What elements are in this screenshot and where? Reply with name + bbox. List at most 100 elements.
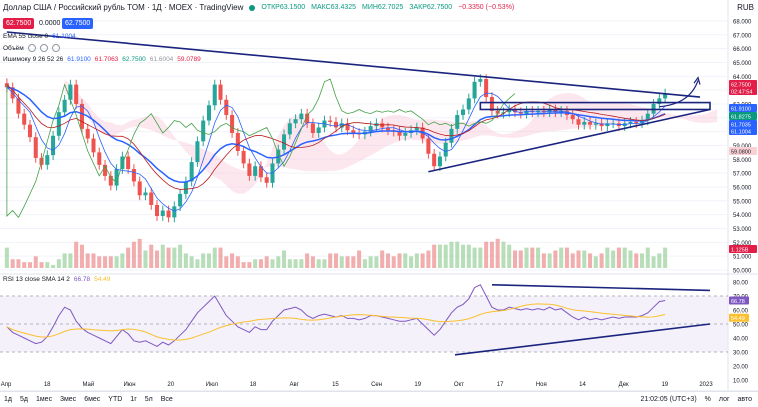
timeframe-6мес[interactable]: 6мес (84, 396, 101, 403)
candle-body (154, 204, 160, 217)
x-tick-label: Апр (1, 382, 12, 388)
timeframe-5л[interactable]: 5л (144, 396, 153, 403)
candle-body (570, 115, 575, 120)
volume-bar (160, 244, 165, 268)
volume-bar (374, 256, 379, 268)
volume-bar (414, 253, 419, 268)
ema-legend[interactable]: EMA 55 close 0 61.1004 (3, 33, 76, 40)
volume-bar (282, 250, 287, 268)
arrow-head-icon (693, 76, 701, 85)
candle-body (114, 168, 119, 186)
candle (91, 133, 96, 158)
volume-bar (368, 256, 373, 268)
candle (131, 164, 136, 187)
volume-bar (322, 259, 327, 268)
volume-bar (120, 253, 125, 268)
volume-bar (333, 253, 339, 268)
volume-legend[interactable]: Объём (3, 44, 60, 52)
candle (559, 106, 564, 118)
volume-bar (663, 247, 668, 268)
candle-body (368, 126, 373, 132)
x-tick-label: Май (82, 381, 94, 388)
ask-price-box[interactable]: 62.7500 (62, 18, 94, 29)
volume-bar (230, 253, 235, 268)
percent-toggle[interactable]: % (704, 396, 711, 403)
candle-body (639, 120, 645, 124)
volume-bar (461, 244, 466, 268)
rsi-tick-label: 50.00 (733, 323, 749, 329)
y-tick-label: 64.000 (733, 75, 752, 81)
volume-bar (143, 250, 148, 268)
volume-bar (276, 256, 281, 268)
volume-bar (403, 253, 408, 268)
volume-bar (293, 259, 298, 268)
y-tick-label: 58.000 (733, 158, 752, 164)
timeframe-5д[interactable]: 5д (19, 396, 28, 403)
candle (27, 119, 33, 142)
candle-body (201, 120, 206, 142)
rsi-tick-label: 60.00 (733, 309, 749, 315)
settings-icon[interactable] (39, 44, 48, 52)
clock[interactable]: 21:02:05 (UTC+3) (640, 396, 697, 403)
ichimoku-base-line (6, 84, 666, 190)
volume-bar (512, 250, 518, 268)
candle (172, 201, 177, 223)
timeframe-YTD[interactable]: YTD (108, 396, 123, 403)
candle-body (45, 155, 50, 165)
rsi-legend[interactable]: RSI 13 close SMA 14 2 66.78 54.49 (3, 276, 110, 283)
volume-bar (657, 253, 662, 268)
timeframe-1мес[interactable]: 1мес (35, 396, 53, 403)
timeframe-1д[interactable]: 1д (4, 396, 12, 403)
candle (253, 161, 258, 181)
volume-bar (85, 253, 90, 268)
candle-body (56, 112, 61, 136)
close-icon[interactable] (51, 44, 60, 52)
bid-price-box[interactable]: 62.7500 (3, 18, 35, 29)
chart-header: Доллар США / Российский рубль TOM · 1Д ·… (3, 3, 514, 12)
price-label-bg (729, 80, 757, 88)
log-toggle[interactable]: лог (718, 396, 730, 403)
candle (663, 88, 668, 104)
eye-icon[interactable] (27, 44, 36, 52)
candle-body (108, 175, 113, 186)
x-tick-label: Ноя (536, 382, 547, 388)
candle-body (541, 110, 546, 113)
timeframe-1г[interactable]: 1г (130, 396, 137, 403)
candle-body (160, 210, 165, 217)
volume-bar (518, 250, 523, 268)
candle-body (559, 110, 564, 113)
candle (264, 172, 269, 188)
candle (160, 205, 165, 221)
auto-toggle[interactable]: авто (737, 396, 752, 403)
candle-body (27, 124, 33, 138)
candle (299, 108, 304, 125)
ichimoku-span-a: 61.6004 (149, 56, 174, 63)
candle-body (536, 110, 541, 113)
candle-body (507, 109, 512, 113)
candle-body (576, 119, 581, 125)
x-tick-label: 19 (661, 382, 668, 388)
timeframe-3мес[interactable]: 3мес (60, 396, 77, 403)
rsi-tick-label: 10.00 (733, 379, 749, 385)
candle-body (282, 134, 287, 150)
volume-bar (235, 256, 240, 268)
candle (241, 146, 246, 169)
volume-bar (588, 253, 593, 268)
symbol-title[interactable]: Доллар США / Российский рубль TOM · 1Д ·… (3, 3, 244, 12)
y-tick-label: 52.000 (733, 241, 752, 247)
volume-bar (645, 247, 650, 268)
volume-bar (166, 247, 171, 268)
volume-bar (426, 250, 431, 268)
ichimoku-legend[interactable]: Ишимоку 9 26 52 26 61.9100 61.7063 62.75… (3, 56, 201, 63)
rsi-sma-line (6, 303, 666, 341)
candle-body (51, 135, 56, 156)
candle-body (524, 110, 529, 114)
x-tick-label: Июн (123, 382, 135, 388)
rsi-name: RSI 13 close SMA 14 2 (3, 276, 70, 283)
currency-label[interactable]: RUB (737, 3, 754, 12)
timeframe-Все[interactable]: Все (160, 396, 173, 403)
y-tick-label: 53.000 (733, 227, 752, 233)
candle (206, 100, 211, 126)
volume-bar (351, 256, 356, 268)
